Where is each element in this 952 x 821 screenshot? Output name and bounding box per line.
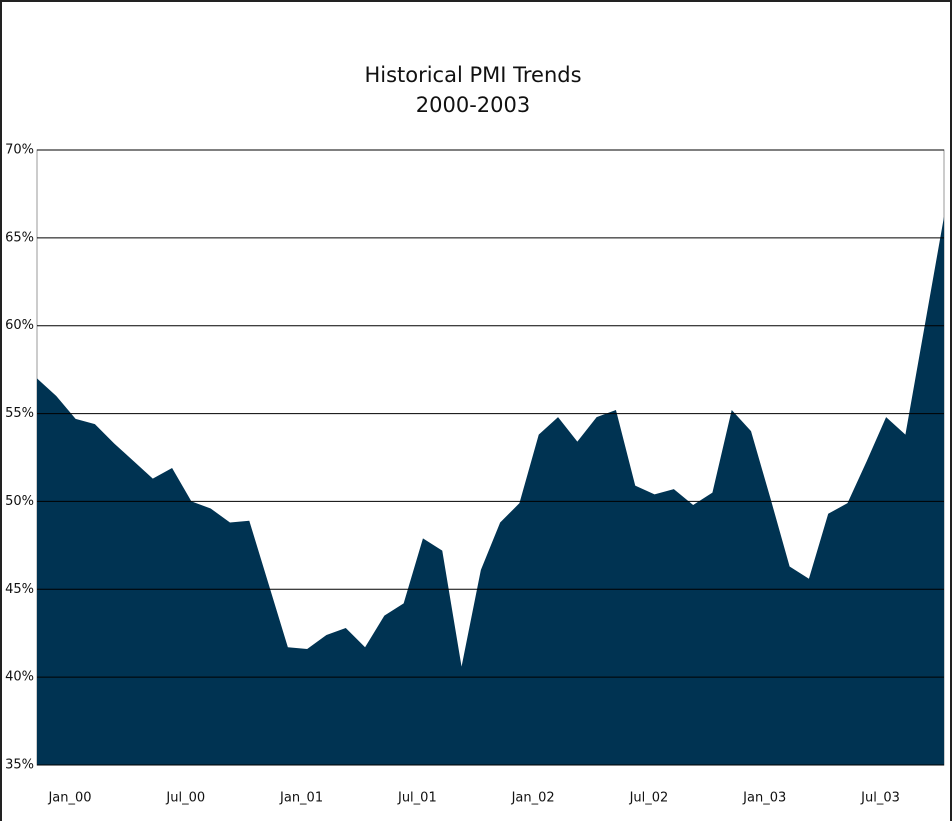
x-tick-label: Jan_00	[47, 791, 91, 806]
y-tick-label: 40%	[5, 670, 34, 685]
x-tick-label: Jan_02	[511, 791, 555, 806]
x-tick-label: Jul_01	[397, 791, 437, 806]
chart-title: Historical PMI Trends	[364, 63, 581, 87]
x-tick-label: Jan_01	[279, 791, 323, 806]
x-tick-label: Jul_03	[860, 791, 900, 806]
x-tick-label: Jul_00	[165, 791, 205, 806]
y-tick-label: 70%	[5, 143, 34, 158]
y-tick-label: 55%	[5, 406, 34, 421]
x-tick-label: Jan_03	[742, 791, 786, 806]
y-tick-label: 65%	[5, 230, 34, 245]
y-tick-label: 35%	[5, 758, 34, 773]
x-tick-label: Jul_02	[629, 791, 669, 806]
y-tick-label: 50%	[5, 494, 34, 509]
chart-subtitle: 2000-2003	[416, 93, 530, 117]
area	[37, 216, 944, 765]
y-tick-label: 60%	[5, 318, 34, 333]
y-tick-label: 45%	[5, 582, 34, 597]
